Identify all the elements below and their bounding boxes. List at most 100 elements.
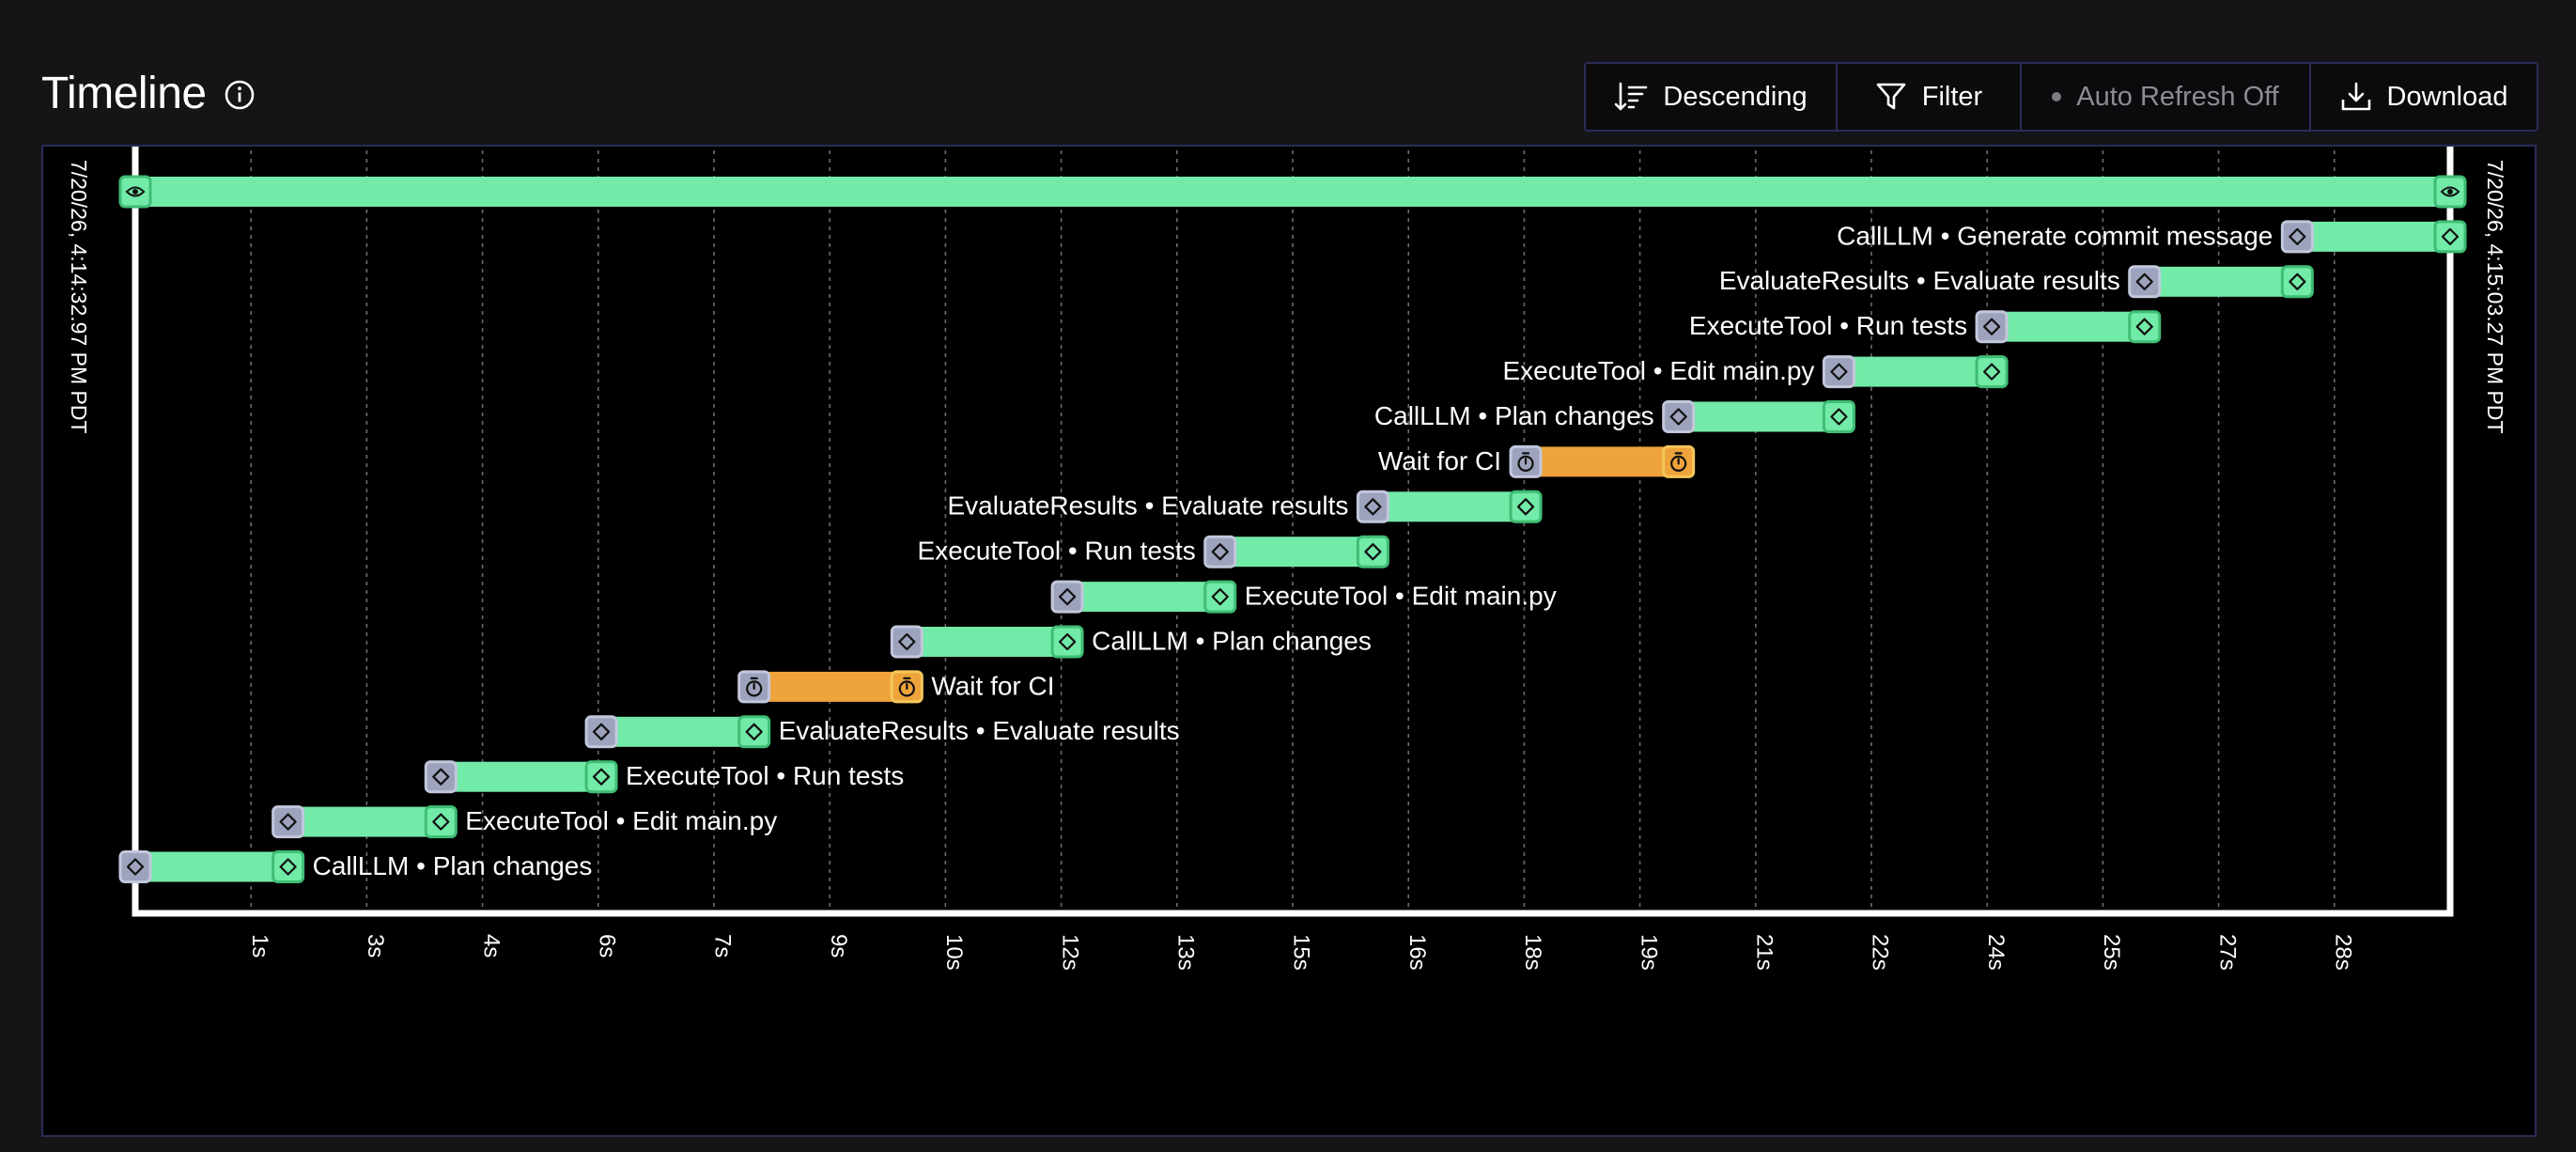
span-label: Wait for CI	[1378, 446, 1501, 475]
span-marker[interactable]	[1356, 490, 1389, 523]
diamond-icon	[1059, 588, 1077, 606]
span-row[interactable]: Wait for CI	[1378, 444, 1696, 478]
span-label: EvaluateResults • Evaluate results	[1719, 266, 2120, 295]
span-label: ExecuteTool • Edit main.py	[1245, 581, 1557, 610]
span-bar[interactable]	[135, 177, 2450, 207]
span-bar[interactable]	[2144, 266, 2298, 297]
span-marker[interactable]	[1822, 355, 1855, 389]
span-marker[interactable]	[1975, 355, 2009, 389]
sort-descending-button[interactable]: Descending	[1586, 64, 1838, 130]
span-marker[interactable]	[1356, 535, 1389, 568]
x-tick-label: 24s	[1983, 934, 2009, 971]
timeline-chart: 1s 3s 4s 6s 7s 9s 10s 12s 13s 15s 16s 18s 19s 21s 22s 2…	[67, 147, 2507, 971]
span-bar[interactable]	[1678, 401, 1839, 432]
eye-pupil	[132, 189, 138, 195]
span-marker[interactable]	[1203, 535, 1237, 568]
span-bar[interactable]	[1373, 491, 1527, 522]
span-row[interactable]: CallLLM • Plan changes	[118, 850, 593, 883]
span-marker[interactable]	[584, 760, 618, 794]
span-label: CallLLM • Plan changes	[313, 851, 593, 880]
x-tick-label: 10s	[941, 934, 967, 971]
span-marker[interactable]	[424, 805, 458, 839]
wait-bar[interactable]	[1526, 446, 1679, 477]
span-bar[interactable]	[1839, 356, 1993, 387]
stopwatch-hand	[1674, 452, 1683, 465]
span-marker[interactable]	[2128, 310, 2162, 344]
span-marker[interactable]	[1822, 400, 1855, 433]
download-button[interactable]: Download	[2311, 64, 2537, 130]
start-time-label: 7/20/26, 4:14:32.97 PM PDT	[67, 160, 91, 434]
x-tick-label: 13s	[1172, 934, 1198, 971]
span-row[interactable]: Wait for CI	[737, 670, 1055, 704]
root-span-row[interactable]	[118, 175, 2467, 209]
span-marker[interactable]	[1975, 310, 2009, 344]
span-row[interactable]: CallLLM • Generate commit message	[1837, 220, 2467, 254]
auto-refresh-toggle[interactable]: Auto Refresh Off	[2022, 64, 2311, 130]
span-marker[interactable]	[584, 715, 618, 749]
span-bar[interactable]	[1992, 311, 2145, 342]
x-tick-label: 1s	[247, 934, 272, 957]
info-icon[interactable]	[224, 79, 256, 111]
stopwatch-hand	[903, 677, 911, 690]
diamond-icon	[2441, 227, 2460, 245]
span-marker[interactable]	[1050, 625, 1084, 659]
span-bar[interactable]	[135, 851, 288, 882]
x-tick-label: 28s	[2330, 934, 2355, 971]
span-row[interactable]: EvaluateResults • Evaluate results	[584, 715, 1180, 749]
span-marker[interactable]	[1203, 580, 1237, 614]
span-marker[interactable]	[2433, 220, 2467, 254]
span-label: ExecuteTool • Run tests	[1689, 311, 1967, 340]
span-bar[interactable]	[441, 761, 602, 792]
diamond-icon	[2135, 272, 2153, 290]
span-bar[interactable]	[2297, 221, 2450, 252]
sort-descending-label: Descending	[1663, 81, 1808, 112]
span-bar[interactable]	[601, 716, 754, 747]
span-label: Wait for CI	[931, 671, 1054, 700]
stopwatch-icon	[1517, 455, 1534, 472]
span-row[interactable]: CallLLM • Plan changes	[1374, 400, 1855, 433]
refresh-status-dot	[2052, 92, 2062, 101]
diamond-icon	[1516, 498, 1535, 516]
end-time-label: 7/20/26, 4:15:03.27 PM PDT	[2483, 160, 2507, 434]
x-tick-label: 6s	[594, 934, 619, 957]
span-marker[interactable]	[737, 715, 771, 749]
span-bar[interactable]	[907, 627, 1068, 657]
diamond-icon	[1059, 632, 1077, 651]
span-row[interactable]: ExecuteTool • Run tests	[424, 760, 904, 794]
span-marker[interactable]	[1509, 490, 1543, 523]
diamond-icon	[592, 768, 611, 786]
span-row[interactable]: ExecuteTool • Run tests	[918, 535, 1389, 568]
page-title: Timeline	[41, 69, 207, 118]
span-marker[interactable]	[272, 805, 305, 839]
span-marker[interactable]	[1662, 400, 1696, 433]
filter-button[interactable]: Filter	[1838, 64, 2022, 130]
download-icon	[2341, 82, 2370, 111]
span-row[interactable]: EvaluateResults • Evaluate results	[1719, 265, 2314, 299]
span-marker[interactable]	[1050, 580, 1084, 614]
span-row[interactable]: ExecuteTool • Run tests	[1689, 310, 2162, 344]
span-row[interactable]: ExecuteTool • Edit main.py	[272, 805, 778, 839]
diamond-icon	[1982, 363, 2001, 381]
span-bar[interactable]	[287, 806, 442, 837]
span-bar[interactable]	[1219, 537, 1373, 568]
diamond-icon	[1669, 408, 1687, 426]
span-row[interactable]: EvaluateResults • Evaluate results	[947, 490, 1543, 523]
diamond-icon	[126, 858, 145, 876]
span-row[interactable]: CallLLM • Plan changes	[890, 625, 1372, 659]
span-label: ExecuteTool • Edit main.py	[1502, 356, 1814, 385]
span-row[interactable]: ExecuteTool • Edit main.py	[1502, 355, 2009, 389]
auto-refresh-label: Auto Refresh Off	[2076, 81, 2279, 112]
diamond-icon	[1364, 543, 1382, 561]
span-marker[interactable]	[890, 625, 923, 659]
span-marker[interactable]	[118, 850, 152, 883]
span-marker[interactable]	[272, 850, 305, 883]
eye-pupil	[2447, 189, 2453, 195]
span-bar[interactable]	[1067, 582, 1220, 613]
diamond-icon	[2289, 227, 2306, 245]
span-marker[interactable]	[424, 760, 458, 794]
span-marker[interactable]	[2128, 265, 2162, 299]
span-marker[interactable]	[2280, 265, 2314, 299]
span-marker[interactable]	[2280, 220, 2314, 254]
wait-bar[interactable]	[753, 671, 908, 702]
span-row[interactable]: ExecuteTool • Edit main.py	[1050, 580, 1557, 614]
